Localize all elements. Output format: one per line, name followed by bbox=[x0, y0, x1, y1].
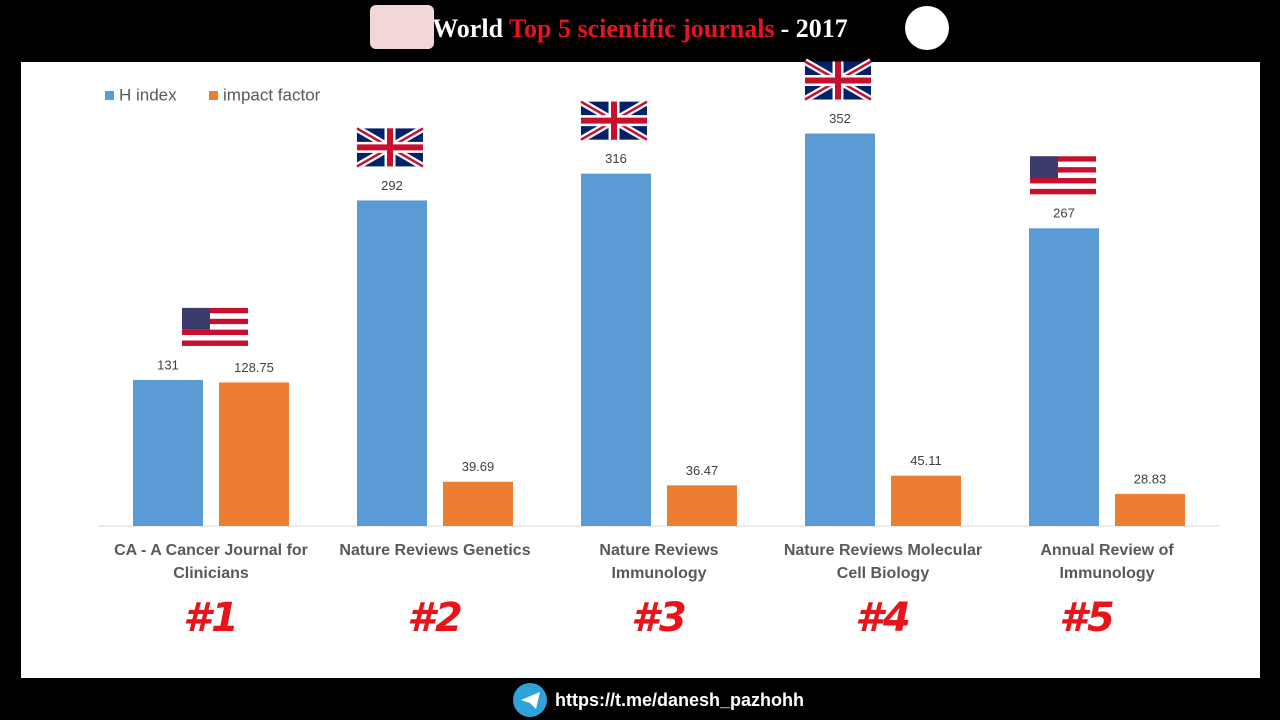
x-tick-label: CA - A Cancer Journal for Clinicians bbox=[114, 542, 308, 582]
value-label: 128.75 bbox=[234, 360, 274, 375]
bar bbox=[891, 475, 961, 526]
title-part: World bbox=[432, 14, 504, 43]
rank-label: #4 bbox=[855, 595, 911, 641]
bar bbox=[133, 379, 203, 526]
rank-label: #3 bbox=[631, 595, 687, 641]
value-label: 267 bbox=[1053, 206, 1075, 221]
bar bbox=[443, 481, 513, 526]
flag-canton bbox=[182, 307, 210, 330]
chart-title: World Top 5 scientific journals - 2017 bbox=[0, 14, 1280, 44]
flag-cross-red bbox=[805, 61, 871, 100]
flag-stripe bbox=[182, 313, 248, 319]
x-tick-label: Nature Reviews Genetics bbox=[339, 542, 531, 559]
rank-label: #1 bbox=[183, 595, 239, 641]
value-label: 131 bbox=[157, 357, 179, 372]
top5-logo bbox=[370, 5, 434, 49]
bar bbox=[667, 485, 737, 526]
value-label: 39.69 bbox=[462, 459, 495, 474]
flag-stripe bbox=[182, 329, 248, 336]
value-label: 292 bbox=[381, 178, 403, 193]
rank-label: #2 bbox=[407, 595, 463, 641]
rank-label: #5 bbox=[1059, 595, 1115, 641]
flag-stripe bbox=[182, 335, 248, 341]
flag-stripe bbox=[182, 340, 248, 346]
flag-stripe bbox=[182, 324, 248, 330]
flag-stripe bbox=[1030, 178, 1096, 184]
value-label: 316 bbox=[605, 151, 627, 166]
value-label: 45.11 bbox=[910, 453, 942, 468]
x-tick-label: Annual Review of Immunology bbox=[1040, 542, 1174, 582]
legend-swatch bbox=[209, 91, 218, 100]
value-label: 36.47 bbox=[686, 463, 719, 478]
bar bbox=[581, 173, 651, 526]
bar bbox=[219, 382, 289, 526]
flag-stripe bbox=[1030, 183, 1096, 189]
flag-stripe bbox=[1030, 156, 1096, 162]
telegram-plane bbox=[521, 692, 540, 709]
flag-stripe bbox=[1030, 172, 1096, 179]
legend-swatch bbox=[105, 91, 114, 100]
logo bbox=[905, 6, 949, 50]
legend-label: H index bbox=[119, 85, 177, 104]
value-label: 28.83 bbox=[1134, 471, 1167, 486]
flag-stripe bbox=[182, 318, 248, 325]
title-part: - 2017 bbox=[780, 14, 848, 43]
value-label: 352 bbox=[829, 111, 851, 126]
bar bbox=[1029, 228, 1099, 527]
footer-url: https://t.me/danesh_pazhohh bbox=[555, 690, 805, 710]
bar bbox=[357, 200, 427, 527]
flag-stripe bbox=[1030, 161, 1096, 168]
bar bbox=[805, 133, 875, 526]
flag-cross-red bbox=[581, 101, 647, 140]
flag-stripe bbox=[1030, 188, 1096, 195]
x-tick-label: Nature Reviews Molecular Cell Biology bbox=[783, 542, 983, 582]
flag-cross-red bbox=[357, 128, 423, 167]
x-tick-label: Nature Reviews Immunology bbox=[599, 542, 719, 582]
flag-stripe bbox=[182, 307, 248, 314]
bar bbox=[1115, 493, 1185, 526]
flag-stripe bbox=[1030, 167, 1096, 173]
legend-label: impact factor bbox=[223, 85, 321, 104]
flag-canton bbox=[1030, 156, 1058, 179]
title-part: Top 5 scientific journals bbox=[509, 14, 775, 43]
